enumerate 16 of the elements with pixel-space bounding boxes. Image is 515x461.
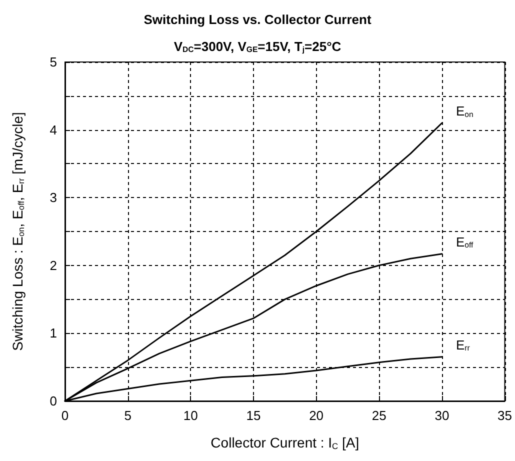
y-tick-label: 0: [50, 394, 57, 408]
y-tick-label: 1: [50, 326, 57, 341]
y-tick-label: 2: [50, 258, 57, 273]
x-tick-label: 35: [498, 408, 512, 423]
y-tick-label: 5: [50, 54, 57, 70]
chart-title: Switching Loss vs. Collector Current: [144, 12, 372, 27]
x-tick-label: 25: [372, 408, 386, 423]
y-tick-label: 4: [50, 122, 57, 138]
x-tick-label: 30: [434, 408, 450, 423]
x-tick-label: 20: [309, 408, 324, 423]
x-tick-label: 5: [124, 408, 132, 423]
y-tick-label: 3: [50, 190, 57, 206]
x-tick-label: 10: [183, 408, 198, 423]
y-axis-title: Switching Loss : Eon, Eoff, Err [mJ/cycle]: [10, 112, 26, 351]
x-tick-label: 15: [246, 408, 261, 423]
x-tick-label: 0: [61, 408, 69, 423]
